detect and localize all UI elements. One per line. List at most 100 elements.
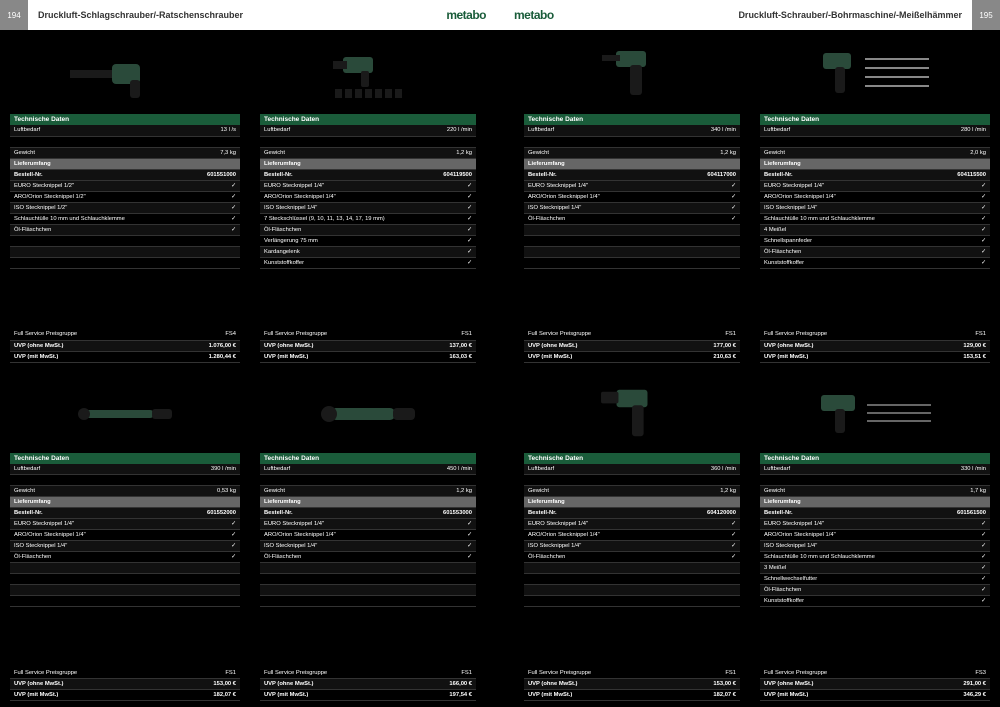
spec-row: Luftbedarf220 l /min (260, 125, 476, 136)
scope-item-label: Kunststoffkoffer (260, 257, 428, 268)
price-value: FS1 (921, 329, 990, 340)
scope-item-row: EURO Stecknippel 1/4"✓ (760, 180, 990, 191)
spec-row: Gewicht1,2 kg (260, 486, 476, 497)
tech-data-header: Technische Daten (760, 114, 990, 125)
scope-item-row: ARO/Orion Stecknippel 1/4"✓ (260, 530, 476, 541)
empty-row (10, 574, 240, 585)
price-row: UVP (ohne MwSt.)153,00 € (524, 679, 740, 690)
empty-row (260, 563, 476, 574)
price-value: 153,00 € (171, 679, 240, 690)
price-value: 153,51 € (921, 351, 990, 362)
spec-row: Luftbedarf280 l /min (760, 125, 990, 136)
product-grid: Technische Daten Luftbedarf13 l /s Gewic… (0, 30, 1000, 707)
scope-item-row: Öl-Fläschchen✓ (760, 585, 990, 596)
pricing-table: Full Service PreisgruppeFS1 UVP (ohne Mw… (524, 668, 740, 702)
price-row: UVP (mit MwSt.)153,51 € (760, 351, 990, 362)
order-number-label: Bestell-Nr. (524, 169, 672, 180)
product-panel: Technische Daten Luftbedarf330 l /min Ge… (750, 369, 1000, 707)
order-number-row: Bestell-Nr.601552000 (10, 508, 240, 519)
tech-data-header: Technische Daten (10, 114, 240, 125)
pricing-table: Full Service PreisgruppeFS1 UVP (ohne Mw… (524, 329, 740, 363)
scope-item-label: Öl-Fläschchen (524, 213, 672, 224)
spec-row: Gewicht1,7 kg (760, 486, 990, 497)
scope-item-row: EURO Stecknippel 1/2"✓ (10, 180, 240, 191)
order-number-value: 601561500 (935, 508, 990, 519)
spec-label: Luftbedarf (760, 125, 936, 136)
price-label: Full Service Preisgruppe (760, 668, 921, 679)
scope-item-row: ISO Stecknippel 1/2"✓ (10, 202, 240, 213)
order-number-value: 601551000 (185, 169, 240, 180)
spec-label: Gewicht (524, 147, 672, 158)
order-number-row: Bestell-Nr.604115500 (760, 169, 990, 180)
brand-logo-left: metabo (432, 8, 500, 22)
scope-item-label: Öl-Fläschchen (760, 585, 935, 596)
scope-item-row: Schnellwechselfutter✓ (760, 574, 990, 585)
check-icon: ✓ (185, 224, 240, 235)
order-number-row: Bestell-Nr.601553000 (260, 508, 476, 519)
check-icon: ✓ (185, 213, 240, 224)
price-label: UVP (mit MwSt.) (760, 690, 921, 701)
tech-data-table: Luftbedarf330 l /min Gewicht1,7 kg Liefe… (760, 464, 990, 608)
price-label: UVP (ohne MwSt.) (10, 340, 164, 351)
order-number-label: Bestell-Nr. (10, 508, 167, 519)
price-label: UVP (ohne MwSt.) (760, 679, 921, 690)
spec-label: Gewicht (10, 486, 167, 497)
spec-row: Gewicht1,2 kg (524, 147, 740, 158)
scope-item-label: ARO/Orion Stecknippel 1/4" (524, 530, 671, 541)
scope-item-label: 3 Meißel (760, 563, 935, 574)
spec-label: Gewicht (10, 147, 185, 158)
scope-item-label: Öl-Fläschchen (10, 552, 167, 563)
product-image (524, 375, 740, 453)
product-panel: Technische Daten Luftbedarf450 l /min Ge… (250, 369, 500, 707)
scope-item-row: Schnellspannfeder✓ (760, 235, 990, 246)
lieferumfang-header: Lieferumfang (10, 158, 240, 169)
price-value: 166,00 € (411, 679, 476, 690)
check-icon: ✓ (428, 235, 476, 246)
spacer-row (10, 475, 240, 486)
product-panel: Technische Daten Luftbedarf13 l /s Gewic… (0, 30, 250, 369)
spacer-row (260, 475, 476, 486)
scope-item-label: ARO/Orion Stecknippel 1/4" (760, 191, 936, 202)
scope-item-row: ARO/Orion Stecknippel 1/4"✓ (524, 191, 740, 202)
price-row: UVP (ohne MwSt.)291,00 € (760, 679, 990, 690)
tech-data-header: Technische Daten (260, 114, 476, 125)
spec-label: Luftbedarf (260, 464, 407, 475)
spec-label: Luftbedarf (524, 125, 672, 136)
spec-value: 1,7 kg (935, 486, 990, 497)
spec-row: Luftbedarf340 l /min (524, 125, 740, 136)
price-row: Full Service PreisgruppeFS1 (760, 329, 990, 340)
spec-value: 2,0 kg (936, 147, 990, 158)
scope-item-row: Schlauchtülle 10 mm und Schlauchklemme✓ (760, 213, 990, 224)
scope-item-row: Öl-Fläschchen✓ (10, 552, 240, 563)
price-row: Full Service PreisgruppeFS1 (260, 329, 476, 340)
empty-row (260, 585, 476, 596)
scope-item-label: EURO Stecknippel 1/4" (760, 519, 935, 530)
check-icon: ✓ (671, 519, 740, 530)
price-value: FS1 (411, 329, 476, 340)
tech-data-table: Luftbedarf360 l /min Gewicht1,2 kg Liefe… (524, 464, 740, 608)
scope-item-label: ARO/Orion Stecknippel 1/4" (10, 530, 167, 541)
right-page-header: metabo Druckluft-Schrauber/-Bohrmaschine… (500, 0, 1000, 30)
check-icon: ✓ (428, 213, 476, 224)
scope-item-row: Kunststoffkoffer✓ (760, 596, 990, 607)
price-value: 129,00 € (921, 340, 990, 351)
check-icon: ✓ (936, 224, 990, 235)
left-page-title: Druckluft-Schlagschrauber/-Ratschenschra… (28, 10, 432, 20)
check-icon: ✓ (407, 530, 476, 541)
price-value: 210,63 € (675, 351, 740, 362)
scope-item-row: ISO Stecknippel 1/4"✓ (524, 541, 740, 552)
price-label: UVP (ohne MwSt.) (760, 340, 921, 351)
empty-row (10, 563, 240, 574)
check-icon: ✓ (935, 563, 990, 574)
check-icon: ✓ (671, 552, 740, 563)
order-number-value: 604117000 (672, 169, 740, 180)
scope-item-label: EURO Stecknippel 1/4" (10, 519, 167, 530)
product-panel: Technische Daten Luftbedarf280 l /min Ge… (750, 30, 1000, 369)
check-icon: ✓ (935, 596, 990, 607)
check-icon: ✓ (185, 191, 240, 202)
price-row: UVP (ohne MwSt.)166,00 € (260, 679, 476, 690)
catalog-spread: 194 Druckluft-Schlagschrauber/-Ratschens… (0, 0, 1000, 707)
check-icon: ✓ (936, 257, 990, 268)
spec-row: Luftbedarf360 l /min (524, 464, 740, 475)
order-number-label: Bestell-Nr. (260, 169, 428, 180)
